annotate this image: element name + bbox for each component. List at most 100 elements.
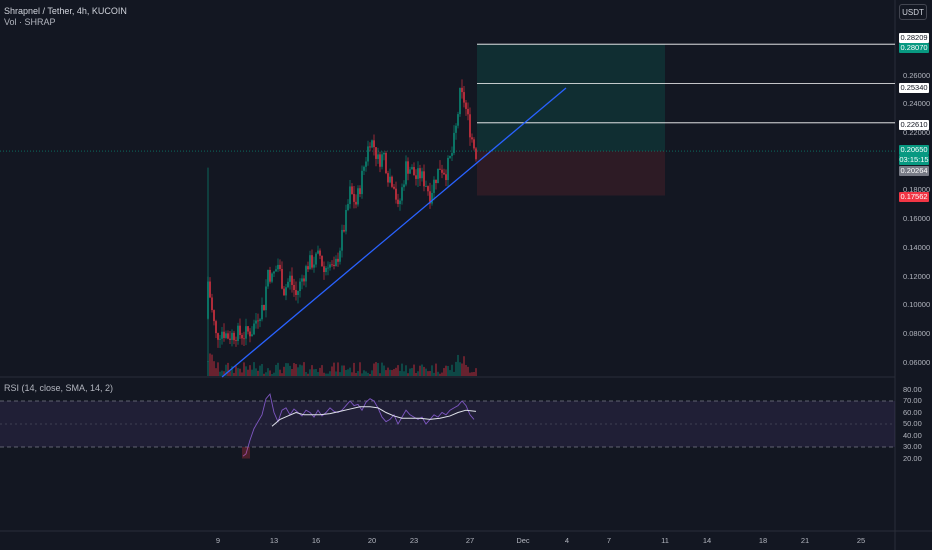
volume-bar [435, 363, 437, 376]
volume-bar [417, 371, 419, 376]
time-tick-label: 9 [215, 536, 221, 545]
candle-body [319, 250, 321, 256]
candle-body [433, 179, 435, 193]
volume-bar [317, 372, 319, 376]
volume-bar [327, 373, 329, 376]
price-axis-label: 0.22610 [899, 120, 929, 130]
time-tick-label: 21 [800, 536, 810, 545]
volume-bar [215, 368, 217, 376]
candle-body [381, 154, 383, 167]
volume-bar [303, 362, 305, 376]
time-tick-label: 18 [758, 536, 768, 545]
volume-bar [285, 363, 287, 376]
volume-bar [219, 371, 221, 376]
candle-body [429, 191, 431, 204]
volume-bar [469, 372, 471, 376]
symbol-legend[interactable]: Shrapnel / Tether, 4h, KUCOIN [4, 6, 127, 16]
volume-bar [463, 356, 465, 376]
candle-body [343, 229, 345, 232]
volume-bar [415, 372, 417, 376]
volume-legend[interactable]: Vol · SHRAP [4, 17, 56, 27]
price-tick-label: 0.22000 [903, 128, 931, 137]
candle-body [425, 186, 427, 187]
candle-body [263, 304, 265, 311]
volume-bar [439, 373, 441, 376]
candle-body [393, 186, 395, 189]
time-tick-label: 4 [564, 536, 570, 545]
candle-body [269, 269, 271, 282]
rsi-legend[interactable]: RSI (14, close, SMA, 14, 2) [4, 383, 114, 393]
candle-body [347, 204, 349, 211]
volume-bar [471, 372, 473, 376]
volume-bar [333, 362, 335, 376]
candle-body [211, 297, 213, 311]
candle-body [377, 154, 379, 159]
volume-bar [207, 361, 209, 376]
volume-bar [305, 371, 307, 376]
volume-bar [353, 362, 355, 376]
volume-bar [321, 365, 323, 376]
volume-bar [419, 365, 421, 376]
candle-body [247, 326, 249, 332]
candle-body [241, 334, 243, 339]
candle-body [277, 264, 279, 270]
candle-body [299, 281, 301, 292]
volume-bar [343, 365, 345, 376]
price-tick-label: 0.08000 [903, 329, 931, 338]
volume-bar [245, 366, 247, 376]
price-axis-label: 0.28070 [899, 43, 929, 53]
candle-body [353, 194, 355, 202]
candle-body [253, 323, 255, 335]
volume-bar [437, 371, 439, 376]
candle-body [417, 168, 419, 179]
candle-body [337, 258, 339, 262]
volume-bar [405, 365, 407, 376]
candle-body [449, 155, 451, 158]
volume-bar [389, 369, 391, 376]
volume-bar [221, 370, 223, 376]
volume-bar [347, 369, 349, 376]
rsi-oversold-fill [242, 447, 250, 459]
volume-bar [407, 373, 409, 376]
candle-body [289, 275, 291, 282]
volume-bar [289, 365, 291, 376]
candle-body [385, 152, 387, 174]
rsi-tick-label: 60.00 [903, 407, 922, 417]
volume-bar [287, 363, 289, 376]
volume-bar [311, 365, 313, 376]
volume-bar [331, 366, 333, 376]
candle-body [465, 102, 467, 109]
currency-button[interactable]: USDT [899, 4, 927, 20]
volume-bar [267, 368, 269, 376]
candle-body [373, 140, 375, 148]
volume-bar [271, 373, 273, 376]
volume-bar [223, 371, 225, 376]
price-axis-label: 0.20264 [899, 166, 929, 176]
volume-bar [319, 367, 321, 376]
volume-bar [425, 368, 427, 376]
candle-body [229, 338, 231, 340]
candle-body [287, 281, 289, 288]
candle-body [409, 169, 411, 174]
price-axis-label: 03:15:15 [899, 155, 929, 165]
candle-body [333, 264, 335, 267]
position-profit-zone [477, 44, 665, 152]
candle-body [341, 229, 343, 251]
rsi-tick-label: 30.00 [903, 442, 922, 451]
price-tick-label: 0.12000 [903, 272, 931, 281]
candle-body [453, 132, 455, 154]
volume-bar [307, 373, 309, 376]
rsi-line [242, 393, 475, 457]
candle-body [441, 169, 443, 173]
candle-body [395, 188, 397, 200]
candle-body [351, 186, 353, 195]
candle-body [291, 275, 293, 285]
candle-body [413, 167, 415, 176]
volume-bar [253, 362, 255, 376]
volume-bar [393, 369, 395, 376]
volume-bar [453, 371, 455, 376]
volume-bar [341, 365, 343, 376]
volume-bar [403, 371, 405, 376]
volume-bar [395, 367, 397, 376]
